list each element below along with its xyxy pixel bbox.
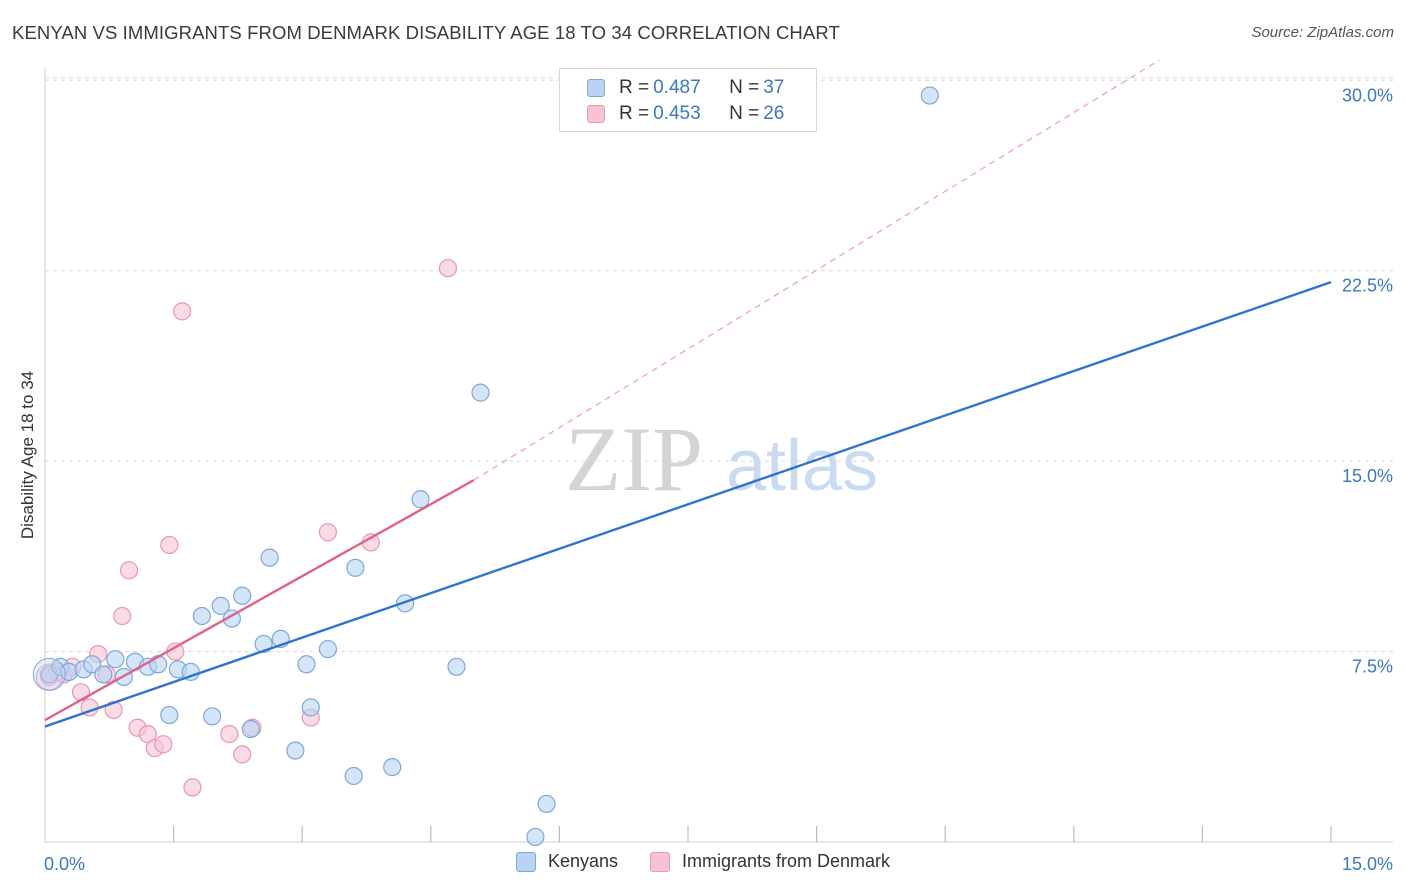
x-tick-label: 15.0% <box>1342 854 1393 874</box>
denmark-trend-line <box>44 479 475 722</box>
kenyan-point <box>447 657 466 676</box>
legend-row-kenyans: R = 0.487 N = 37 <box>587 77 784 99</box>
kenyan-point <box>346 558 365 577</box>
legend-n-value: 37 <box>763 77 785 98</box>
kenyan-point <box>94 665 113 684</box>
x-tick-label: 0.0% <box>44 854 85 874</box>
legend-swatch-pink <box>650 851 670 872</box>
legend-item-denmark[interactable]: Immigrants from Denmark <box>650 851 890 872</box>
tick-labels: 7.5% 15.0% 22.5% 30.0% 0.0% 15.0% <box>44 85 1393 874</box>
chart-title: KENYAN VS IMMIGRANTS FROM DENMARK DISABI… <box>12 22 840 43</box>
kenyan-point <box>301 698 320 717</box>
denmark-point <box>160 535 179 555</box>
series-legend: Kenyans Immigrants from Denmark <box>0 851 1406 872</box>
denmark-point <box>71 683 91 702</box>
kenyan-point <box>181 662 200 681</box>
y-tick-label: 30.0% <box>1342 85 1393 105</box>
kenyan-point <box>211 596 230 615</box>
kenyan-point <box>471 383 490 402</box>
axes <box>44 68 1393 843</box>
grid-lines <box>45 77 1393 653</box>
kenyan-point <box>203 707 222 726</box>
denmark-point <box>233 745 252 764</box>
legend-n-label: N = <box>729 77 760 98</box>
watermark: ZIP atlas <box>565 408 878 510</box>
kenyan-point <box>344 766 363 786</box>
legend-swatch-blue <box>587 79 605 97</box>
legend-n-value: 26 <box>763 103 785 124</box>
denmark-trend-extension <box>473 59 1160 481</box>
kenyan-trend-line <box>44 281 1332 728</box>
kenyan-point <box>160 705 179 725</box>
denmark-point <box>438 259 458 278</box>
kenyan-point <box>526 827 545 847</box>
kenyan-point <box>920 86 939 105</box>
denmark-point <box>104 700 123 720</box>
denmark-point <box>220 724 239 744</box>
source-credit: Source: ZipAtlas.com <box>1251 24 1394 41</box>
kenyan-point <box>411 490 430 509</box>
kenyan-point <box>192 606 211 626</box>
legend-n-label: N = <box>729 103 760 124</box>
legend-item-kenyans[interactable]: Kenyans <box>515 851 618 872</box>
legend-row-denmark: R = 0.453 N = 26 <box>587 103 784 125</box>
kenyan-point <box>318 639 338 659</box>
kenyan-point <box>149 655 168 674</box>
trend-lines <box>44 59 1332 728</box>
y-tick-label: 7.5% <box>1352 657 1393 677</box>
kenyan-cluster-point <box>32 657 66 691</box>
legend-r-value: 0.487 <box>653 77 701 98</box>
kenyan-point <box>260 548 279 567</box>
legend-swatch-pink <box>587 105 605 123</box>
legend-swatch-blue <box>515 851 536 872</box>
denmark-point <box>119 561 139 580</box>
legend-r-label: R = <box>619 77 650 98</box>
y-tick-label: 15.0% <box>1342 466 1393 486</box>
denmark-point <box>183 778 202 797</box>
y-tick-label: 22.5% <box>1342 276 1393 296</box>
series-pink-points <box>35 259 458 797</box>
kenyan-point <box>286 741 305 760</box>
kenyan-point <box>106 650 125 669</box>
kenyan-point <box>241 719 260 739</box>
legend-label-denmark: Immigrants from Denmark <box>682 851 891 871</box>
kenyan-point <box>537 794 556 814</box>
watermark-zip: ZIP <box>565 408 703 510</box>
legend-label-kenyans: Kenyans <box>547 851 618 871</box>
legend-r-value: 0.453 <box>653 103 701 124</box>
correlation-legend: R = 0.487 N = 37 R = 0.453 N = 26 <box>559 68 817 132</box>
denmark-point <box>154 735 173 754</box>
legend-r-label: R = <box>619 103 650 124</box>
kenyan-point <box>233 586 252 605</box>
denmark-point <box>173 302 192 321</box>
kenyan-point <box>297 655 316 674</box>
denmark-point <box>113 606 132 626</box>
kenyan-point <box>383 758 402 777</box>
denmark-point <box>318 523 338 542</box>
